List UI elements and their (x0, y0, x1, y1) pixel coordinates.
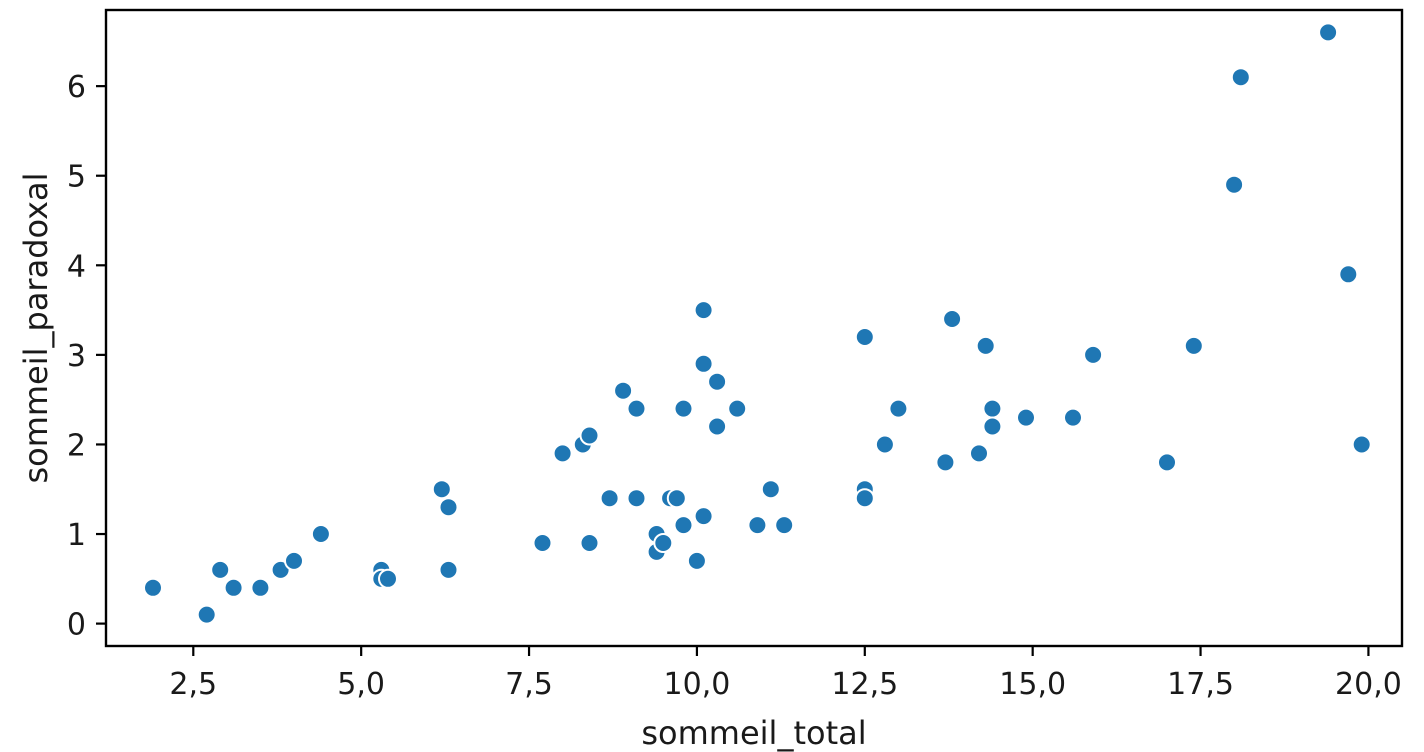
data-point (626, 488, 647, 509)
data-point (760, 479, 781, 500)
data-point (532, 533, 553, 553)
x-tick-label: 17,5 (1167, 667, 1234, 702)
data-point (982, 416, 1003, 437)
y-tick-label: 6 (67, 70, 86, 105)
y-tick-label: 1 (67, 518, 86, 553)
data-point (707, 371, 728, 392)
y-axis-title: sommeil_paradoxal (17, 172, 55, 483)
data-point (727, 398, 748, 419)
y-tick-label: 5 (67, 160, 86, 195)
x-tick-label: 10,0 (664, 667, 731, 702)
x-tick-label: 12,5 (831, 667, 898, 702)
data-point (854, 488, 875, 509)
data-point (1351, 434, 1372, 455)
data-point (686, 550, 707, 571)
y-tick-label: 4 (67, 249, 86, 284)
data-point (1157, 452, 1177, 473)
y-tick-label: 2 (67, 428, 86, 463)
x-tick-label: 2,5 (169, 667, 217, 702)
data-point (673, 398, 694, 419)
data-point (969, 443, 989, 464)
data-point (1230, 67, 1251, 88)
data-point (223, 577, 244, 598)
x-tick-label: 5,0 (337, 667, 385, 702)
data-point (284, 550, 304, 571)
data-point (673, 515, 694, 536)
x-tick-label: 15,0 (999, 667, 1066, 702)
data-point (935, 452, 956, 473)
data-point (613, 380, 634, 401)
data-point (1083, 344, 1104, 365)
y-axis-ticks: 0 1 2 3 4 5 6 (67, 70, 106, 643)
data-point (579, 533, 600, 553)
data-point (982, 398, 1003, 419)
data-point (552, 443, 573, 464)
data-point (1183, 335, 1204, 356)
data-point (707, 416, 728, 437)
points-layer (143, 22, 1372, 625)
data-point (431, 479, 452, 500)
data-point (653, 533, 674, 553)
x-axis-ticks: 2,5 5,0 7,5 10,0 12,5 15,0 17,5 20,0 (169, 646, 1402, 702)
data-point (438, 497, 459, 518)
data-point (666, 488, 687, 509)
data-point (747, 515, 768, 536)
data-point (774, 515, 795, 536)
data-point (1318, 22, 1339, 43)
axes-frame (104, 8, 1404, 648)
data-point (1016, 407, 1036, 428)
data-point (888, 398, 909, 419)
y-tick-label: 3 (67, 339, 86, 374)
x-tick-label: 20,0 (1335, 667, 1402, 702)
data-point (693, 506, 714, 527)
data-point (854, 327, 875, 347)
data-point (1224, 174, 1245, 195)
data-point (975, 335, 996, 356)
data-point (143, 577, 163, 598)
y-tick-label: 0 (67, 608, 86, 643)
data-point (942, 309, 963, 329)
data-point (378, 568, 398, 589)
data-point (626, 398, 647, 419)
data-point (196, 604, 217, 625)
data-point (693, 353, 714, 374)
data-point (874, 434, 895, 455)
data-point (250, 577, 271, 598)
data-point (1063, 407, 1083, 428)
data-point (1338, 264, 1359, 285)
data-point (579, 425, 600, 446)
data-point (599, 488, 620, 509)
x-tick-label: 7,5 (505, 667, 553, 702)
data-point (210, 559, 231, 580)
x-axis-title: sommeil_total (641, 714, 866, 752)
data-point (438, 559, 459, 580)
data-point (310, 524, 331, 544)
data-point (693, 300, 714, 321)
